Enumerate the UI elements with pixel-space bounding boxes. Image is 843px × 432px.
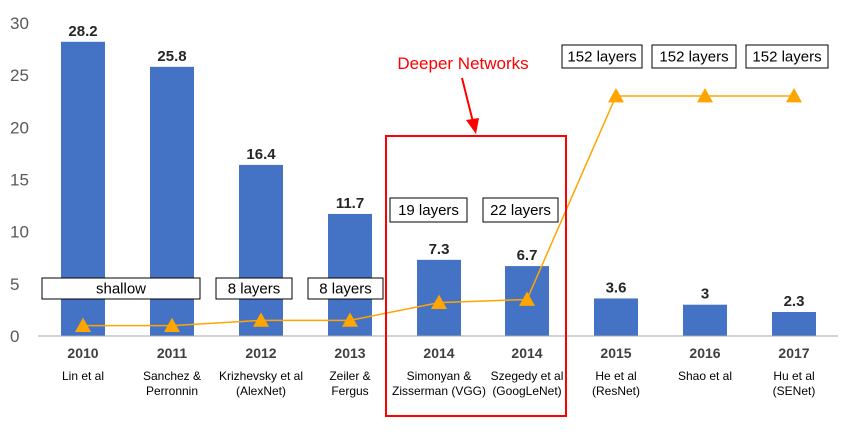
value-label: 28.2 <box>68 23 97 40</box>
x-tick-year: 2013 <box>334 345 365 361</box>
layer-label: 152 layers <box>659 49 728 66</box>
x-tick-name: Sanchez & <box>143 369 201 383</box>
layer-label-box <box>41 277 201 300</box>
x-tick-name: Simonyan & <box>407 369 472 383</box>
y-tick-label: 25 <box>10 66 29 85</box>
y-tick-label: 10 <box>10 223 29 242</box>
depth-marker <box>786 88 802 103</box>
bar <box>239 164 283 336</box>
x-tick-name: Szegedy et al <box>491 369 564 383</box>
bar <box>594 298 638 336</box>
depth-marker <box>608 88 624 103</box>
x-axis: 2010 Lin et al 2011 Sanchez &Perronnin 2012 K… <box>38 335 838 398</box>
layer-label: 8 layers <box>319 281 372 298</box>
x-tick-year: 2014 <box>423 345 454 361</box>
layer-label: 8 layers <box>228 281 281 298</box>
value-label: 3.6 <box>606 279 627 296</box>
depth-line <box>75 88 802 332</box>
y-axis: 0 5 10 15 20 25 30 <box>10 14 29 346</box>
x-tick-year: 2012 <box>245 345 276 361</box>
x-tick-name: (ResNet) <box>592 384 640 398</box>
depth-marker <box>164 317 180 332</box>
deeper-networks-highlight: Deeper Networks <box>385 54 567 417</box>
x-tick-year: 2016 <box>689 345 720 361</box>
y-tick-label: 5 <box>10 275 19 294</box>
bar <box>683 304 727 336</box>
x-tick-name: Fergus <box>331 384 368 398</box>
depth-marker <box>697 88 713 103</box>
y-tick-label: 15 <box>10 171 29 190</box>
x-tick-name: (AlexNet) <box>236 384 286 398</box>
y-tick-label: 30 <box>10 14 29 33</box>
x-tick-name: Hu et al <box>773 369 814 383</box>
value-label: 16.4 <box>246 146 276 163</box>
depth-marker <box>253 312 269 327</box>
layer-label-box <box>561 44 643 69</box>
annotation-arrow-shaft <box>461 77 474 123</box>
depth-marker <box>75 317 91 332</box>
layer-label-box <box>307 277 384 300</box>
x-tick-name: (SENet) <box>773 384 816 398</box>
layer-label: shallow <box>96 281 146 298</box>
depth-marker <box>431 294 447 310</box>
depth-marker <box>342 312 358 327</box>
x-tick-name: He et al <box>595 369 636 383</box>
x-tick-name: Perronnin <box>146 384 198 398</box>
layer-label-box <box>389 197 468 223</box>
value-label: 7.3 <box>429 241 450 258</box>
depth-marker <box>519 291 535 306</box>
x-tick-year: 2011 <box>157 345 188 361</box>
x-tick-name: Krizhevsky et al <box>219 369 303 383</box>
highlight-box <box>385 135 567 417</box>
annotation-arrow-head <box>466 118 479 134</box>
layer-label-box <box>745 44 829 69</box>
x-tick-name: Zeiler & <box>329 369 370 383</box>
value-label: 11.7 <box>336 195 364 212</box>
layer-labels: shallow 8 layers 8 layers 19 layers 22 layer… <box>41 44 829 300</box>
bar <box>772 312 816 336</box>
layer-label-box <box>482 197 559 223</box>
x-tick-year: 2015 <box>600 345 631 361</box>
x-tick-name: Shao et al <box>678 369 732 383</box>
annotation-text: Deeper Networks <box>397 54 528 73</box>
x-tick-year: 2010 <box>67 345 98 361</box>
x-tick-name: Lin et al <box>62 369 104 383</box>
x-tick-year: 2014 <box>511 345 542 361</box>
layer-label-box <box>215 277 293 300</box>
y-tick-label: 0 <box>10 327 19 346</box>
value-label: 6.7 <box>517 247 538 264</box>
layer-label: 19 layers <box>398 202 459 219</box>
x-tick-name: Zisserman (VGG) <box>392 384 486 398</box>
layer-label-box <box>651 44 737 69</box>
x-tick-name: (GoogLeNet) <box>492 384 561 398</box>
layer-label: 152 layers <box>567 49 636 66</box>
value-label: 2.3 <box>784 293 805 310</box>
value-label: 3 <box>701 286 709 303</box>
x-tick-year: 2017 <box>778 345 809 361</box>
value-label: 25.8 <box>157 48 186 65</box>
y-tick-label: 20 <box>10 118 29 137</box>
layer-label: 152 layers <box>752 49 821 66</box>
layer-label: 22 layers <box>490 202 551 219</box>
